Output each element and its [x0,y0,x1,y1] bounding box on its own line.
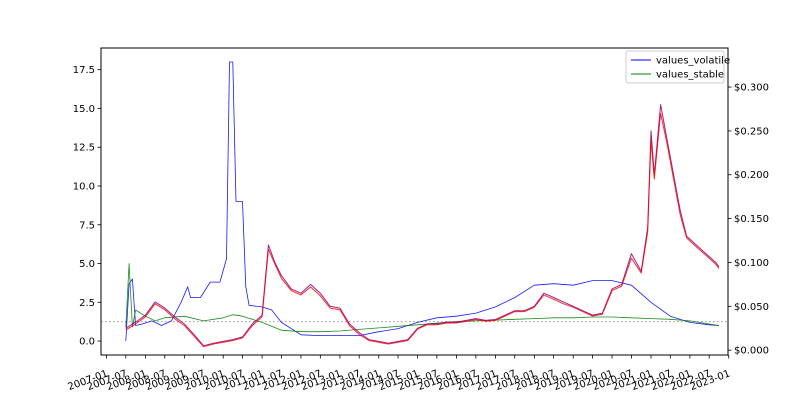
right-tick-label: $0.000 [734,346,769,357]
right-tick-label: $0.050 [734,302,769,313]
right-y-axis: $0.000 $0.050 $0.100 $0.150 $0.200 $0.250 $0.3… [728,83,769,357]
series-line-3 [125,112,720,348]
legend-label-values-volatile: values_volatile [656,56,730,67]
legend: values_volatile values_stable [625,50,730,84]
left-tick-label: 10.0 [73,181,95,192]
right-tick-label: $0.150 [734,214,769,225]
right-tick-label: $0.100 [734,258,769,269]
series-layer [125,61,720,348]
legend-label-values-stable: values_stable [656,70,724,81]
plot-frame [100,47,729,356]
left-y-axis: 0.0 2.5 5.0 7.5 10.0 12.5 15.0 17.5 [73,65,101,348]
left-tick-label: 12.5 [73,143,95,154]
left-tick-label: 15.0 [73,104,95,115]
right-tick-label: $0.250 [734,126,769,137]
series-line-values-volatile [125,61,720,342]
left-tick-label: 0.0 [79,337,95,348]
right-tick-label: $0.300 [734,83,769,94]
series-line-values-stable [125,263,720,333]
right-tick-label: $0.200 [734,170,769,181]
legend-box [625,50,725,84]
left-tick-label: 7.5 [79,220,95,231]
left-tick-label: 2.5 [79,298,95,309]
left-tick-label: 17.5 [73,65,95,76]
left-tick-label: 5.0 [79,259,95,270]
